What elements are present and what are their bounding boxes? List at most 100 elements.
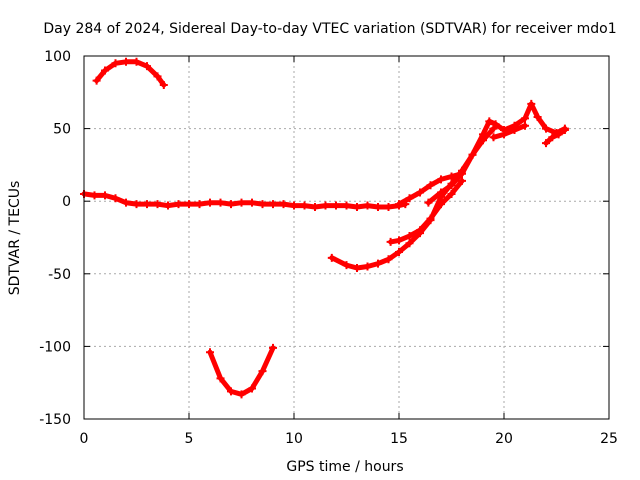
data-point (300, 201, 309, 210)
x-axis-label: GPS time / hours (286, 459, 403, 475)
y-tick-label: -150 (39, 412, 71, 428)
data-point (510, 126, 519, 135)
data-point (227, 387, 235, 396)
data-point (164, 201, 172, 210)
series-right-lower (489, 121, 529, 142)
data-point (554, 130, 563, 139)
x-tick-label: 25 (600, 431, 618, 447)
data-point (353, 203, 361, 212)
data-point (521, 121, 529, 130)
series-arc-bottom (206, 343, 277, 399)
data-point (279, 200, 288, 209)
data-point (491, 120, 500, 129)
data-point (386, 237, 395, 246)
data-point (479, 136, 487, 145)
data-point (321, 201, 330, 210)
data-point (311, 203, 319, 212)
data-point (416, 226, 424, 235)
data-point (542, 139, 550, 148)
data-point (237, 198, 246, 207)
data-point (174, 200, 183, 209)
y-tick-label: -50 (48, 267, 71, 283)
data-point (90, 191, 99, 200)
data-point (290, 201, 298, 210)
y-tick-label: 100 (44, 49, 71, 65)
series-rise-lower (424, 124, 498, 207)
data-point (527, 99, 536, 108)
data-point (458, 176, 466, 185)
x-tick-label: 15 (390, 431, 408, 447)
data-point (132, 200, 141, 209)
data-point (416, 188, 424, 197)
data-point (437, 188, 445, 197)
series-rise-mid (386, 176, 466, 246)
data-point (195, 200, 204, 209)
data-point (395, 236, 403, 245)
chart-title: Day 284 of 2024, Sidereal Day-to-day VTE… (43, 21, 616, 37)
data-point (143, 200, 151, 209)
data-point (447, 172, 456, 181)
data-point (143, 62, 151, 71)
data-point (548, 133, 557, 142)
data-point (363, 201, 372, 210)
data-point (521, 114, 529, 123)
y-tick-label: 0 (62, 194, 71, 210)
data-point (122, 198, 130, 207)
data-point (92, 76, 101, 85)
data-point (485, 117, 494, 126)
data-point (332, 201, 340, 210)
plot-frame (83, 55, 610, 420)
series-right-tail (542, 126, 569, 148)
data-point (342, 261, 351, 270)
x-tick-label: 0 (80, 431, 89, 447)
data-point (101, 191, 109, 200)
data-point (153, 200, 162, 209)
data-point (426, 181, 435, 190)
data-point (374, 259, 382, 268)
data-point (258, 367, 267, 376)
data-point (111, 194, 120, 203)
data-point (237, 390, 246, 399)
y-tick-label: -100 (39, 339, 71, 355)
data-point (327, 253, 336, 262)
data-point (405, 232, 414, 241)
data-point (248, 384, 256, 393)
data-point (185, 200, 193, 209)
data-point (258, 200, 267, 209)
data-point (101, 66, 109, 75)
series-near-zero (80, 189, 410, 212)
data-point (353, 263, 361, 272)
y-axis-label: SDTVAR / TECUs (7, 181, 23, 296)
data-point (153, 72, 162, 81)
data-point (437, 175, 445, 184)
data-point (269, 343, 277, 352)
data-point (374, 203, 382, 212)
data-point (384, 203, 393, 212)
data-point (248, 198, 256, 207)
data-point (363, 262, 372, 271)
data-point (468, 150, 477, 159)
data-point (384, 255, 393, 264)
data-point (500, 130, 508, 139)
data-point (111, 59, 120, 68)
data-point (216, 198, 225, 207)
data-point (159, 81, 168, 90)
data-point (405, 239, 414, 248)
data-point (342, 201, 351, 210)
data-point (132, 57, 141, 66)
data-point (395, 248, 403, 257)
data-point (206, 348, 214, 357)
data-point (542, 124, 550, 133)
y-tick-label: 50 (53, 122, 71, 138)
data-point (426, 214, 435, 223)
data-point (269, 200, 277, 209)
data-point (437, 200, 445, 209)
series-line (491, 123, 528, 140)
data-point (424, 198, 433, 207)
series-line (94, 59, 167, 88)
axis-ticks: 0 5 10 15 20 25 -150 -100 -50 0 50 100 (39, 49, 618, 447)
data-point (405, 194, 414, 203)
data-point (122, 57, 130, 66)
data-point (560, 126, 569, 135)
